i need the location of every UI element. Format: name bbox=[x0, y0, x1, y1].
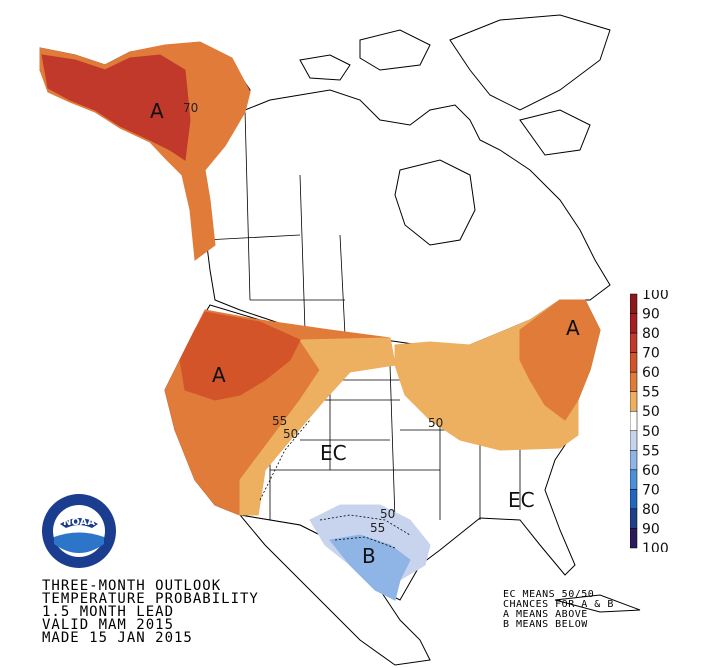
alaska-contour-label: 70 bbox=[183, 101, 198, 115]
outlook-title-block: THREE-MONTH OUTLOOK TEMPERATURE PROBABIL… bbox=[42, 578, 259, 646]
title-line-2: TEMPERATURE PROBABILITY bbox=[42, 591, 259, 607]
texas-below-area bbox=[309, 504, 431, 601]
colorbar-swatch bbox=[630, 410, 638, 432]
title-line-1: THREE-MONTH OUTLOOK bbox=[42, 578, 222, 594]
colorbar-label: 100 bbox=[642, 541, 669, 552]
colorbar-swatch bbox=[630, 293, 638, 314]
colorbar-swatch bbox=[630, 508, 638, 529]
colorbar-label: 90 bbox=[642, 521, 660, 537]
colorbar-swatch bbox=[630, 391, 638, 412]
colorbar-swatch bbox=[630, 332, 638, 353]
contour-label-55-texas: 55 bbox=[370, 521, 385, 535]
contour-label-50-west: 50 bbox=[283, 427, 298, 441]
alaska-above-label: A bbox=[150, 99, 164, 123]
central-ec-label: EC bbox=[320, 441, 347, 465]
legend-notes: EC MEANS 50/50 CHANCES FOR A & B A MEANS… bbox=[503, 590, 614, 630]
colorbar-swatch bbox=[630, 489, 638, 510]
legend-note-1: EC MEANS 50/50 bbox=[503, 589, 595, 600]
texas-below-label: B bbox=[362, 544, 376, 568]
legend-note-2: CHANCES FOR A & B bbox=[503, 599, 614, 610]
colorbar-swatch bbox=[630, 528, 638, 549]
colorbar-label: 60 bbox=[642, 365, 660, 381]
colorbar-swatch bbox=[630, 430, 638, 451]
legend-note-4: B MEANS BELOW bbox=[503, 619, 588, 630]
colorbar-swatch bbox=[630, 371, 638, 392]
colorbar-label: 80 bbox=[642, 502, 660, 518]
colorbar-label: 100 bbox=[642, 290, 669, 303]
colorbar-swatch bbox=[630, 469, 638, 490]
colorbar-swatch bbox=[630, 450, 638, 471]
noaa-logo: NOAA bbox=[42, 494, 116, 568]
east-above-area bbox=[394, 299, 601, 451]
northeast-above-label: A bbox=[566, 316, 580, 340]
title-line-4: VALID MAM 2015 bbox=[42, 617, 175, 633]
colorbar-label: 60 bbox=[642, 463, 660, 479]
west-above-area bbox=[164, 309, 396, 516]
colorbar-label: 70 bbox=[642, 482, 660, 498]
contour-label-50-texas: 50 bbox=[380, 507, 395, 521]
colorbar-swatch bbox=[630, 313, 638, 334]
colorbar-label: 80 bbox=[642, 326, 660, 342]
west-above-label: A bbox=[212, 363, 226, 387]
contour-label-50-east: 50 bbox=[428, 416, 443, 430]
colorbar-swatch bbox=[630, 352, 638, 373]
noaa-logo-text: NOAA bbox=[63, 517, 95, 528]
title-line-5: MADE 15 JAN 2015 bbox=[42, 630, 193, 646]
title-line-3: 1.5 MONTH LEAD bbox=[42, 604, 175, 620]
contour-lines bbox=[259, 419, 411, 549]
southeast-ec-label: EC bbox=[508, 488, 535, 512]
probability-colorbar: 100 90 80 70 60 55 50 50 55 60 70 80 90 100 bbox=[630, 290, 669, 552]
alaska-above-area bbox=[39, 41, 251, 261]
contour-label-55-west: 55 bbox=[272, 414, 287, 428]
colorbar-label: 90 bbox=[642, 307, 660, 323]
colorbar-label: 70 bbox=[642, 346, 660, 362]
legend-note-3: A MEANS ABOVE bbox=[503, 609, 588, 620]
colorbar-label: 55 bbox=[642, 443, 660, 459]
colorbar-label: 55 bbox=[642, 385, 660, 401]
colorbar-label: 50 bbox=[642, 404, 660, 420]
colorbar-label: 50 bbox=[642, 424, 660, 440]
